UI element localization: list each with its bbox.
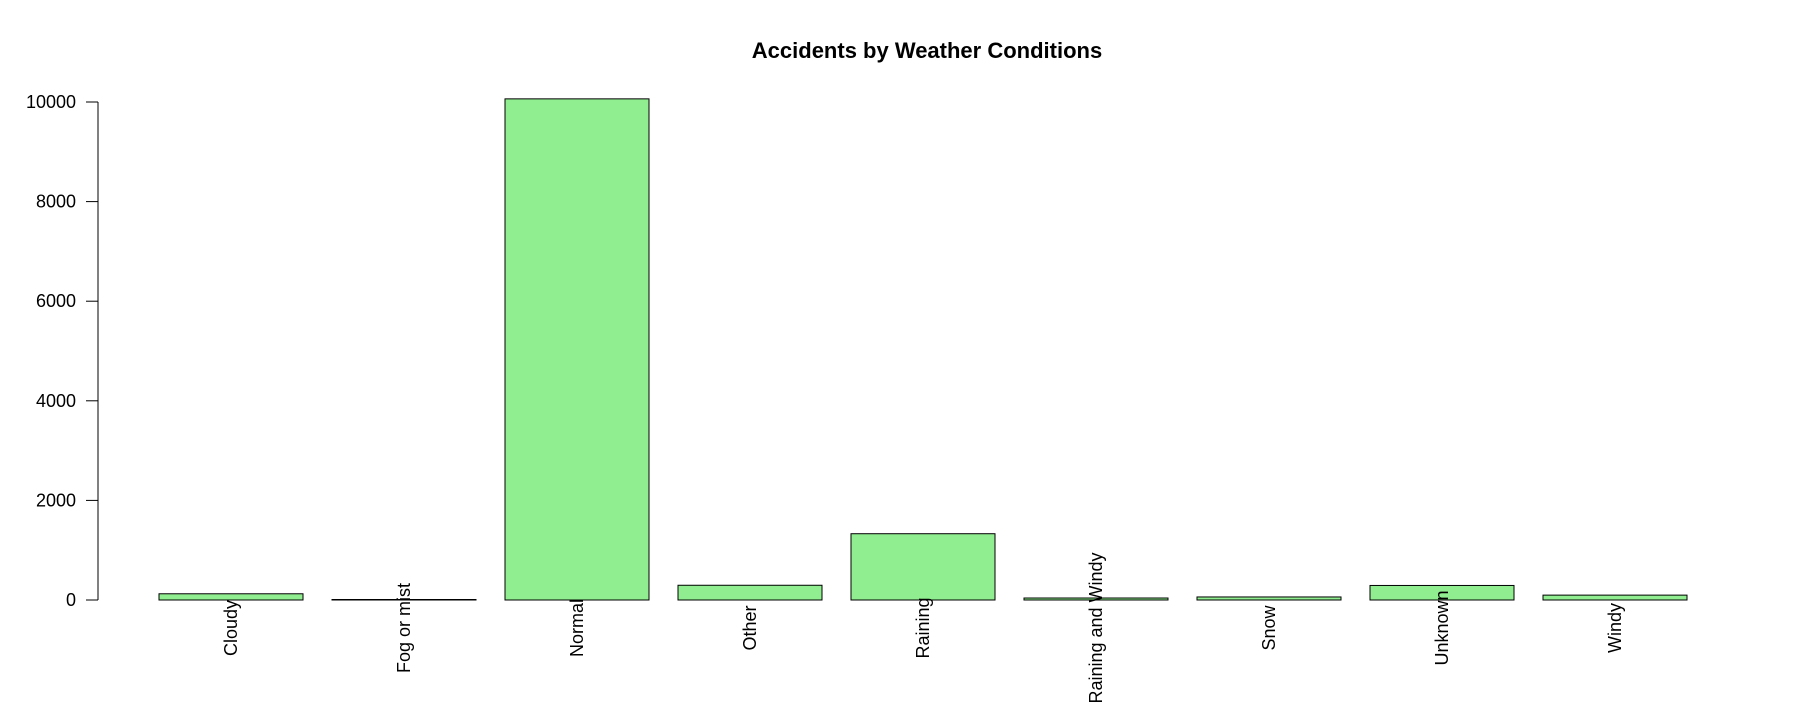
x-tick-label: Raining xyxy=(913,597,933,658)
x-tick-label: Fog or mist xyxy=(394,583,414,673)
bar-other xyxy=(677,584,823,601)
x-tick-label: Other xyxy=(740,605,760,650)
bar-windy xyxy=(1542,594,1688,601)
x-tick-label: Cloudy xyxy=(221,600,241,656)
x-tick-label: Raining and Windy xyxy=(1086,552,1106,703)
y-axis: 0 2000 4000 6000 8000 10000 xyxy=(26,92,98,610)
x-tick-label: Windy xyxy=(1605,603,1625,653)
y-tick-label: 2000 xyxy=(36,490,76,510)
x-tick-label: Normal xyxy=(567,599,587,657)
chart-title: Accidents by Weather Conditions xyxy=(752,38,1102,63)
y-tick-label: 0 xyxy=(66,590,76,610)
bars xyxy=(158,98,1688,601)
bar-unknown xyxy=(1369,584,1515,601)
y-tick-label: 8000 xyxy=(36,192,76,212)
x-tick-label: Unknown xyxy=(1432,590,1452,665)
bar-fog-or-mist xyxy=(331,599,477,601)
bar-cloudy xyxy=(158,593,304,601)
x-tick-label: Snow xyxy=(1259,604,1279,650)
y-tick-label: 10000 xyxy=(26,92,76,112)
x-axis-labels: Cloudy Fog or mist Normal Other Raining Raini… xyxy=(221,552,1625,703)
bar-normal xyxy=(504,98,650,601)
bar-snow xyxy=(1196,596,1342,601)
y-tick-label: 4000 xyxy=(36,391,76,411)
bar-raining-and-windy xyxy=(1023,597,1169,601)
y-tick-label: 6000 xyxy=(36,291,76,311)
bar-raining xyxy=(850,533,996,601)
